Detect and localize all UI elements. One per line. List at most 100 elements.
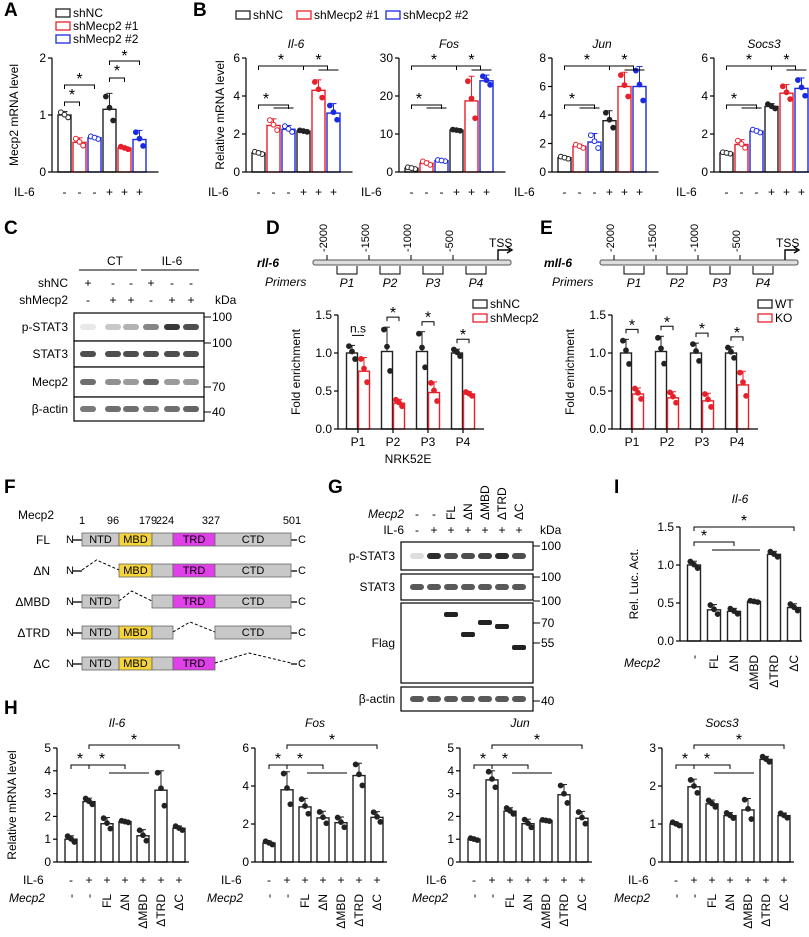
data-point [610,124,617,131]
promoter-d: rIl-6 -2000 -1500 -1000 -500 TSS Primers P1 P2 P3… [257,224,514,290]
data-point [104,820,110,826]
mecp2-label: ΔMBD [539,894,553,929]
data-point [399,403,405,410]
band [183,406,199,412]
lane-sign: - [432,507,436,521]
sig-bracket [491,744,583,749]
blot-label: p-STAT3 [22,320,69,334]
data-point [794,77,801,83]
chart-title: Fos [305,716,325,730]
legend-label: WT [775,297,794,311]
data-point [266,117,273,124]
position-label: 327 [202,515,220,527]
data-point [606,116,613,123]
n-terminus: N [66,534,74,546]
lane-sign: - [189,276,193,290]
bar [686,564,702,642]
y-tick-label: 1.5 [589,308,606,322]
sig-star: * [584,52,590,69]
data-point [737,369,743,376]
data-point [728,348,734,355]
il6-sign: + [106,185,113,199]
il6-sign: + [578,873,585,887]
construct-row: ΔC N C NTD MBD TRD [33,652,306,671]
data-point [763,756,769,762]
legend-swatch [55,21,71,31]
data-point [106,104,113,111]
lane-construct-label: FL [444,506,458,520]
marker-label: 100 [541,570,561,584]
blot-label: β-actin [32,402,68,416]
data-point [707,602,714,608]
sig-star: * [297,751,303,768]
row-label: shNC [38,276,68,290]
data-point [635,389,641,396]
data-point [431,387,437,394]
data-point [727,812,733,819]
data-point [319,94,326,101]
y-tick-label: 3 [447,787,454,801]
bar [746,600,762,642]
sig-bracket [303,65,328,70]
data-point [370,809,377,816]
marker-label: 55 [541,636,555,650]
sig-star: * [629,317,635,334]
data-point [564,800,571,806]
blot-strip [400,602,534,684]
n-terminus: N [66,627,74,639]
data-point [753,128,760,134]
diagrams-layer: rIl-6 -2000 -1500 -1000 -500 TSS Primers P1 P2 P3… [15,224,801,671]
chart-title: Jun [509,716,530,730]
panel-label-h: H [4,698,18,719]
data-point [352,356,358,362]
il6-sign: - [78,185,82,199]
data-point [338,819,344,825]
data-point [658,345,664,352]
il6-sign: + [560,873,567,887]
data-point [100,815,107,822]
band [444,553,458,559]
band [478,620,492,625]
row-label: Mecp2 [368,507,404,521]
data-point [694,789,701,796]
y-axis-label: Relative mRNA level [5,750,19,859]
il6-sign: - [272,185,276,199]
data-point [779,83,786,90]
x-tick-label: - [687,655,701,659]
mecp2-row-label: Mecp2 [9,891,45,905]
data-point [464,78,471,85]
panel-label-a: A [4,0,18,21]
data-point [396,399,402,406]
bar [464,100,479,173]
il6-sign: + [524,873,531,887]
data-point [136,135,143,142]
primer-label: P1 [340,276,355,290]
y-tick-label: 1.0 [315,346,332,360]
il6-sign: - [257,185,261,199]
domain-label: TRD [183,658,206,670]
il6-sign: + [121,185,128,199]
band [444,584,458,590]
construct-label: ΔN [33,564,50,578]
y-axis-label: Rel. Luc. Act. [627,549,641,620]
mecp2-label: ΔMBD [334,894,348,929]
data-point [743,392,749,399]
band [164,324,180,330]
data-point [315,86,322,93]
promoter-tick-label: -1500 [647,224,659,252]
sig-star: * [534,732,540,749]
il6-sign: + [762,873,769,887]
il6-sign: + [542,873,549,887]
sig-bracket [693,541,735,546]
lane-sign: - [111,276,115,290]
lane-construct-label: ΔMBD [478,485,492,520]
il6-sign: - [425,185,429,199]
c-terminus: C [298,565,306,577]
band [495,553,509,559]
data-point [107,825,114,832]
y-tick-label: 5 [447,741,454,755]
blot-label: β-actin [359,692,395,706]
deletion-line [172,621,216,633]
